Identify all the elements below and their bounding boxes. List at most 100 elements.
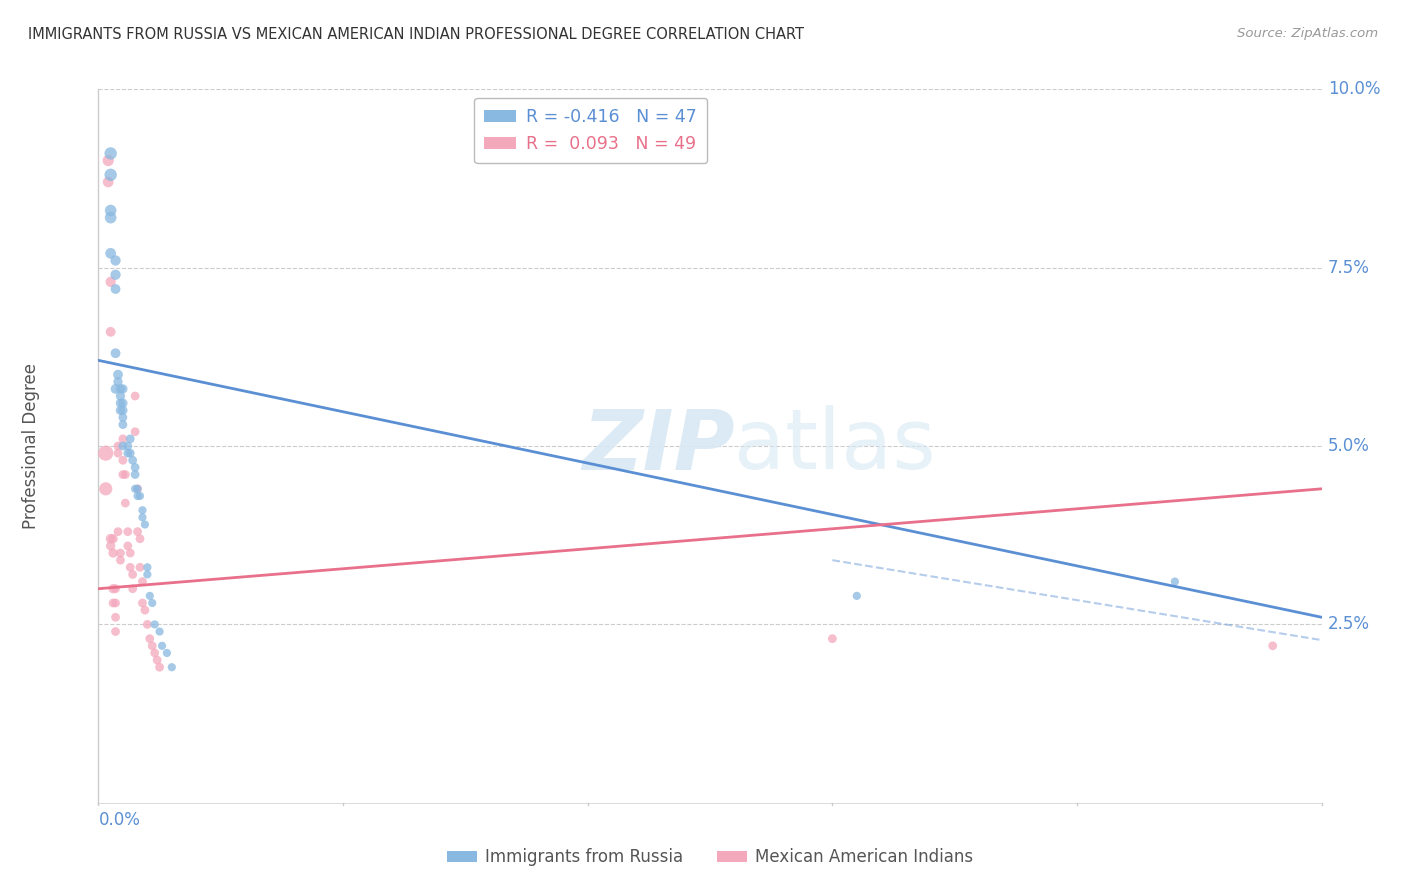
Text: 7.5%: 7.5%	[1327, 259, 1369, 277]
Point	[124, 389, 146, 403]
Point	[139, 632, 162, 646]
Point	[134, 517, 156, 532]
Point	[127, 524, 149, 539]
Point	[134, 603, 156, 617]
Point	[150, 639, 173, 653]
Point	[114, 496, 136, 510]
Point	[101, 546, 124, 560]
Point	[107, 439, 129, 453]
Text: atlas: atlas	[734, 406, 936, 486]
Point	[149, 660, 172, 674]
Text: IMMIGRANTS FROM RUSSIA VS MEXICAN AMERICAN INDIAN PROFESSIONAL DEGREE CORRELATIO: IMMIGRANTS FROM RUSSIA VS MEXICAN AMERIC…	[28, 27, 804, 42]
Point	[127, 482, 149, 496]
Point	[131, 510, 153, 524]
Legend: Immigrants from Russia, Mexican American Indians: Immigrants from Russia, Mexican American…	[440, 842, 980, 873]
Point	[107, 375, 129, 389]
Point	[111, 467, 134, 482]
Point	[111, 432, 134, 446]
Point	[141, 639, 163, 653]
Point	[124, 460, 146, 475]
Point	[104, 282, 127, 296]
Point	[1261, 639, 1284, 653]
Point	[131, 574, 153, 589]
Point	[100, 146, 122, 161]
Point	[117, 446, 139, 460]
Point	[111, 403, 134, 417]
Point	[100, 246, 122, 260]
Point	[117, 524, 139, 539]
Point	[139, 589, 162, 603]
Point	[141, 596, 163, 610]
Text: 0.0%: 0.0%	[98, 812, 141, 830]
Point	[101, 532, 124, 546]
Text: Source: ZipAtlas.com: Source: ZipAtlas.com	[1237, 27, 1378, 40]
Point	[97, 153, 120, 168]
Point	[845, 589, 868, 603]
Point	[111, 396, 134, 410]
Point	[100, 168, 122, 182]
Point	[821, 632, 844, 646]
Point	[120, 432, 142, 446]
Point	[97, 175, 120, 189]
Text: ZIP: ZIP	[582, 406, 734, 486]
Text: 10.0%: 10.0%	[1327, 80, 1381, 98]
Point	[160, 660, 183, 674]
Text: 5.0%: 5.0%	[1327, 437, 1369, 455]
Point	[121, 453, 143, 467]
Point	[1164, 574, 1187, 589]
Point	[114, 467, 136, 482]
Point	[100, 211, 122, 225]
Point	[120, 560, 142, 574]
Point	[104, 624, 127, 639]
Point	[101, 596, 124, 610]
Point	[100, 203, 122, 218]
Point	[129, 560, 152, 574]
Point	[100, 539, 122, 553]
Point	[117, 539, 139, 553]
Point	[110, 546, 132, 560]
Point	[100, 275, 122, 289]
Point	[129, 532, 152, 546]
Point	[111, 410, 134, 425]
Point	[110, 382, 132, 396]
Text: Professional Degree: Professional Degree	[22, 363, 41, 529]
Point	[149, 624, 172, 639]
Point	[104, 346, 127, 360]
Point	[101, 582, 124, 596]
Point	[129, 489, 152, 503]
Point	[131, 503, 153, 517]
Point	[127, 482, 149, 496]
Point	[156, 646, 179, 660]
Point	[124, 467, 146, 482]
Point	[111, 417, 134, 432]
Point	[104, 382, 127, 396]
Point	[136, 567, 159, 582]
Point	[104, 582, 127, 596]
Point	[110, 396, 132, 410]
Point	[136, 560, 159, 574]
Point	[104, 268, 127, 282]
Point	[146, 653, 169, 667]
Point	[111, 382, 134, 396]
Point	[94, 482, 117, 496]
Point	[107, 368, 129, 382]
Point	[94, 446, 117, 460]
Point	[143, 646, 166, 660]
Point	[121, 567, 143, 582]
Point	[100, 532, 122, 546]
Point	[111, 453, 134, 467]
Point	[121, 582, 143, 596]
Point	[104, 610, 127, 624]
Point	[120, 446, 142, 460]
Point	[100, 325, 122, 339]
Point	[110, 553, 132, 567]
Point	[120, 546, 142, 560]
Point	[111, 439, 134, 453]
Point	[104, 596, 127, 610]
Point	[110, 389, 132, 403]
Point	[117, 439, 139, 453]
Point	[104, 253, 127, 268]
Text: 2.5%: 2.5%	[1327, 615, 1369, 633]
Point	[107, 524, 129, 539]
Point	[124, 425, 146, 439]
